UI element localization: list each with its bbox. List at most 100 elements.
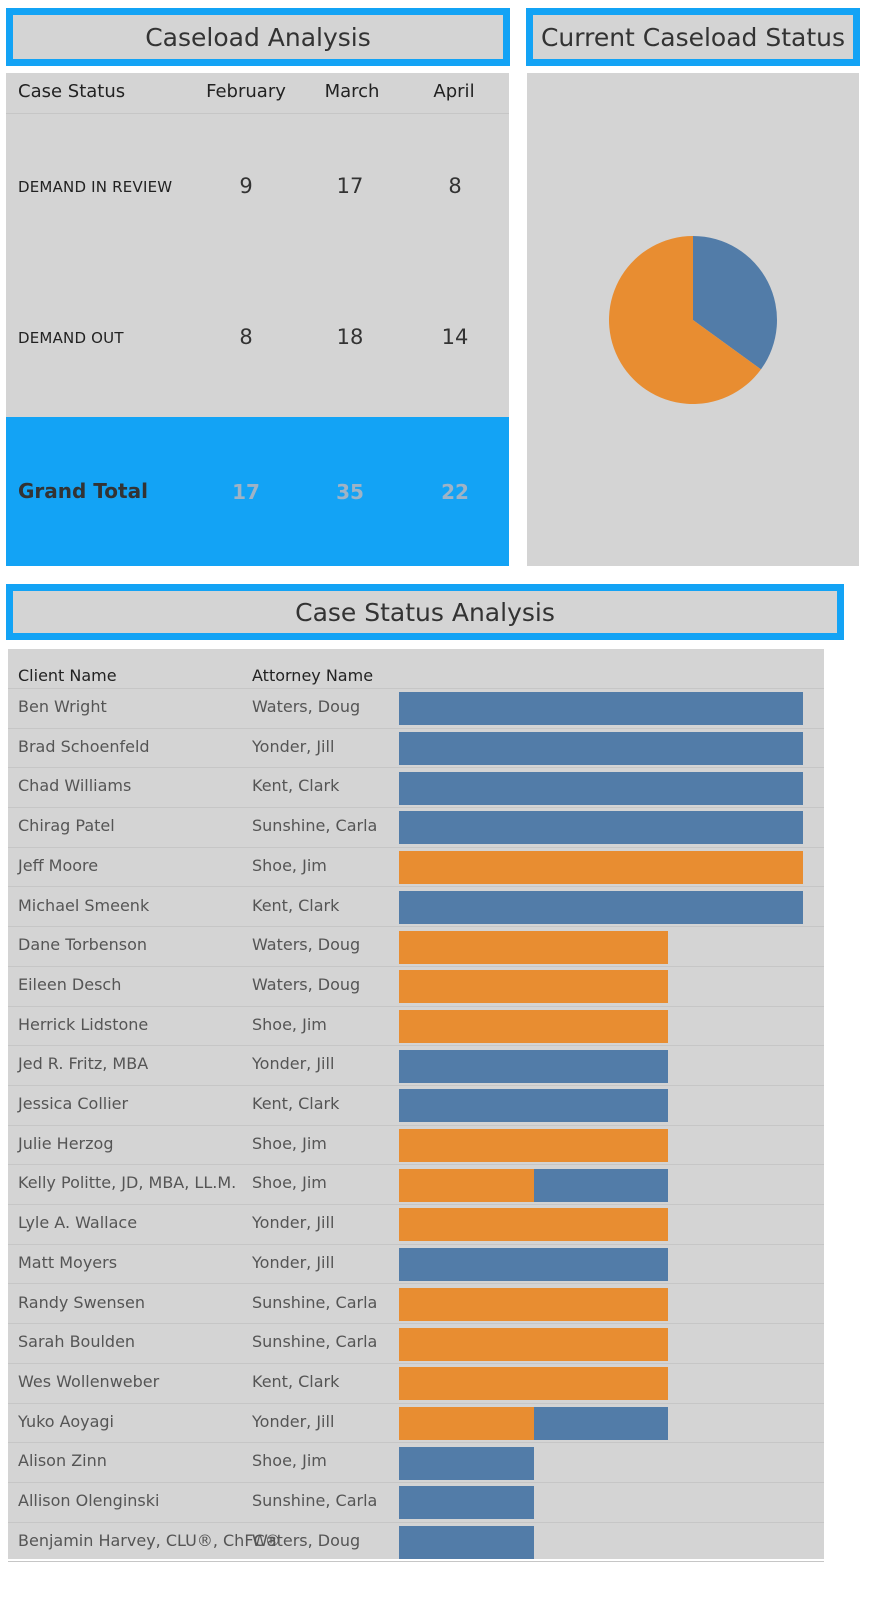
table-row: Lyle A. Wallace Yonder, Jill: [8, 1205, 824, 1245]
table-row: Kelly Politte, JD, MBA, LL.M. Shoe, Jim: [8, 1165, 824, 1205]
table-row: Julie Herzog Shoe, Jim: [8, 1126, 824, 1166]
bar-segment-demand-out: [399, 1407, 534, 1440]
table-header-april: April: [404, 81, 504, 102]
bar-segment-demand-in-review: [534, 1169, 669, 1202]
value-demand-in-review-february: 9: [206, 174, 286, 198]
attorney-name: Yonder, Jill: [252, 737, 334, 756]
client-name: Allison Olenginski: [18, 1491, 159, 1510]
attorney-name: Waters, Doug: [252, 935, 360, 954]
attorney-name: Shoe, Jim: [252, 1173, 327, 1192]
client-name: Herrick Lidstone: [18, 1015, 148, 1034]
attorney-name: Shoe, Jim: [252, 856, 327, 875]
current-caseload-status-title: Current Caseload Status: [526, 8, 860, 66]
table-row: Matt Moyers Yonder, Jill: [8, 1245, 824, 1285]
attorney-name: Yonder, Jill: [252, 1412, 334, 1431]
row-label-demand-in-review: DEMAND IN REVIEW: [18, 178, 172, 196]
bar-segment-demand-out: [399, 851, 803, 884]
attorney-name: Kent, Clark: [252, 1094, 339, 1113]
bar-segment-demand-in-review: [399, 1089, 668, 1122]
attorney-name: Sunshine, Carla: [252, 1332, 377, 1351]
row-label-demand-out: DEMAND OUT: [18, 329, 124, 347]
client-name: Benjamin Harvey, CLU®, ChFC®: [18, 1531, 281, 1550]
attorney-name: Shoe, Jim: [252, 1015, 327, 1034]
bar-segment-demand-out: [399, 1208, 668, 1241]
table-header-march: March: [302, 81, 402, 102]
table-row: Michael Smeenk Kent, Clark: [8, 888, 824, 928]
table-row: Yuko Aoyagi Yonder, Jill: [8, 1404, 824, 1444]
bar-segment-demand-in-review: [399, 772, 803, 805]
attorney-name: Kent, Clark: [252, 896, 339, 915]
value-demand-out-april: 14: [415, 325, 495, 349]
table-header-case-status: Case Status: [18, 81, 125, 102]
bar-segment-demand-out: [399, 931, 668, 964]
client-name: Dane Torbenson: [18, 935, 147, 954]
attorney-name: Kent, Clark: [252, 776, 339, 795]
table-row: Alison Zinn Shoe, Jim: [8, 1443, 824, 1483]
client-name: Brad Schoenfeld: [18, 737, 150, 756]
bar-segment-demand-in-review: [399, 1248, 668, 1281]
case-status-analysis-title: Case Status Analysis: [6, 584, 844, 640]
attorney-name: Kent, Clark: [252, 1372, 339, 1391]
bar-segment-demand-out: [399, 970, 668, 1003]
attorney-name: Sunshine, Carla: [252, 1293, 377, 1312]
client-name: Yuko Aoyagi: [18, 1412, 114, 1431]
client-name: Sarah Boulden: [18, 1332, 135, 1351]
client-name: Wes Wollenweber: [18, 1372, 159, 1391]
client-name: Lyle A. Wallace: [18, 1213, 137, 1232]
case-status-list: Client Name Attorney Name Ben Wright Wate…: [8, 649, 824, 1559]
attorney-name: Shoe, Jim: [252, 1134, 327, 1153]
attorney-name: Shoe, Jim: [252, 1451, 327, 1470]
client-name: Jeff Moore: [18, 856, 98, 875]
grand-total-label: Grand Total: [18, 479, 148, 503]
client-name: Chirag Patel: [18, 816, 115, 835]
table-row: Jed R. Fritz, MBA Yonder, Jill: [8, 1046, 824, 1086]
table-row: Chirag Patel Sunshine, Carla: [8, 808, 824, 848]
bar-segment-demand-out: [399, 1010, 668, 1043]
bar-segment-demand-out: [399, 1129, 668, 1162]
bar-segment-demand-out: [399, 1328, 668, 1361]
bar-segment-demand-out: [399, 1288, 668, 1321]
table-row: Ben Wright Waters, Doug: [8, 689, 824, 729]
bar-segment-demand-in-review: [399, 1050, 668, 1083]
row-separator: [8, 1561, 824, 1562]
value-demand-out-february: 8: [206, 325, 286, 349]
attorney-name: Waters, Doug: [252, 697, 360, 716]
bar-segment-demand-in-review: [399, 692, 803, 725]
table-row: Chad Williams Kent, Clark: [8, 768, 824, 808]
table-row: Herrick Lidstone Shoe, Jim: [8, 1007, 824, 1047]
client-name: Kelly Politte, JD, MBA, LL.M.: [18, 1173, 236, 1192]
attorney-name: Yonder, Jill: [252, 1054, 334, 1073]
table-row: Brad Schoenfeld Yonder, Jill: [8, 729, 824, 769]
table-row: Dane Torbenson Waters, Doug: [8, 927, 824, 967]
attorney-name: Yonder, Jill: [252, 1213, 334, 1232]
column-header-client-name: Client Name: [18, 666, 117, 685]
attorney-name: Sunshine, Carla: [252, 1491, 377, 1510]
client-name: Chad Williams: [18, 776, 131, 795]
attorney-name: Waters, Doug: [252, 1531, 360, 1550]
client-name: Matt Moyers: [18, 1253, 117, 1272]
value-demand-in-review-march: 17: [310, 174, 390, 198]
caseload-analysis-title: Caseload Analysis: [6, 8, 510, 66]
client-name: Ben Wright: [18, 697, 107, 716]
bar-segment-demand-in-review: [399, 1486, 534, 1519]
value-demand-out-march: 18: [310, 325, 390, 349]
attorney-name: Waters, Doug: [252, 975, 360, 994]
client-name: Julie Herzog: [18, 1134, 113, 1153]
client-name: Jed R. Fritz, MBA: [18, 1054, 148, 1073]
table-row: Jeff Moore Shoe, Jim: [8, 848, 824, 888]
table-row: Randy Swensen Sunshine, Carla: [8, 1285, 824, 1325]
grand-total-april: 22: [415, 480, 495, 504]
client-name: Alison Zinn: [18, 1451, 107, 1470]
grand-total-march: 35: [310, 480, 390, 504]
client-name: Randy Swensen: [18, 1293, 145, 1312]
grand-total-february: 17: [206, 480, 286, 504]
column-header-attorney-name: Attorney Name: [252, 666, 373, 685]
bar-segment-demand-in-review: [534, 1407, 669, 1440]
table-row: Wes Wollenweber Kent, Clark: [8, 1364, 824, 1404]
bar-segment-demand-in-review: [399, 811, 803, 844]
table-row: Jessica Collier Kent, Clark: [8, 1086, 824, 1126]
table-header-february: February: [196, 81, 296, 102]
attorney-name: Sunshine, Carla: [252, 816, 377, 835]
caseload-table: Case Status February March April DEMAND …: [6, 73, 509, 566]
client-name: Jessica Collier: [18, 1094, 128, 1113]
